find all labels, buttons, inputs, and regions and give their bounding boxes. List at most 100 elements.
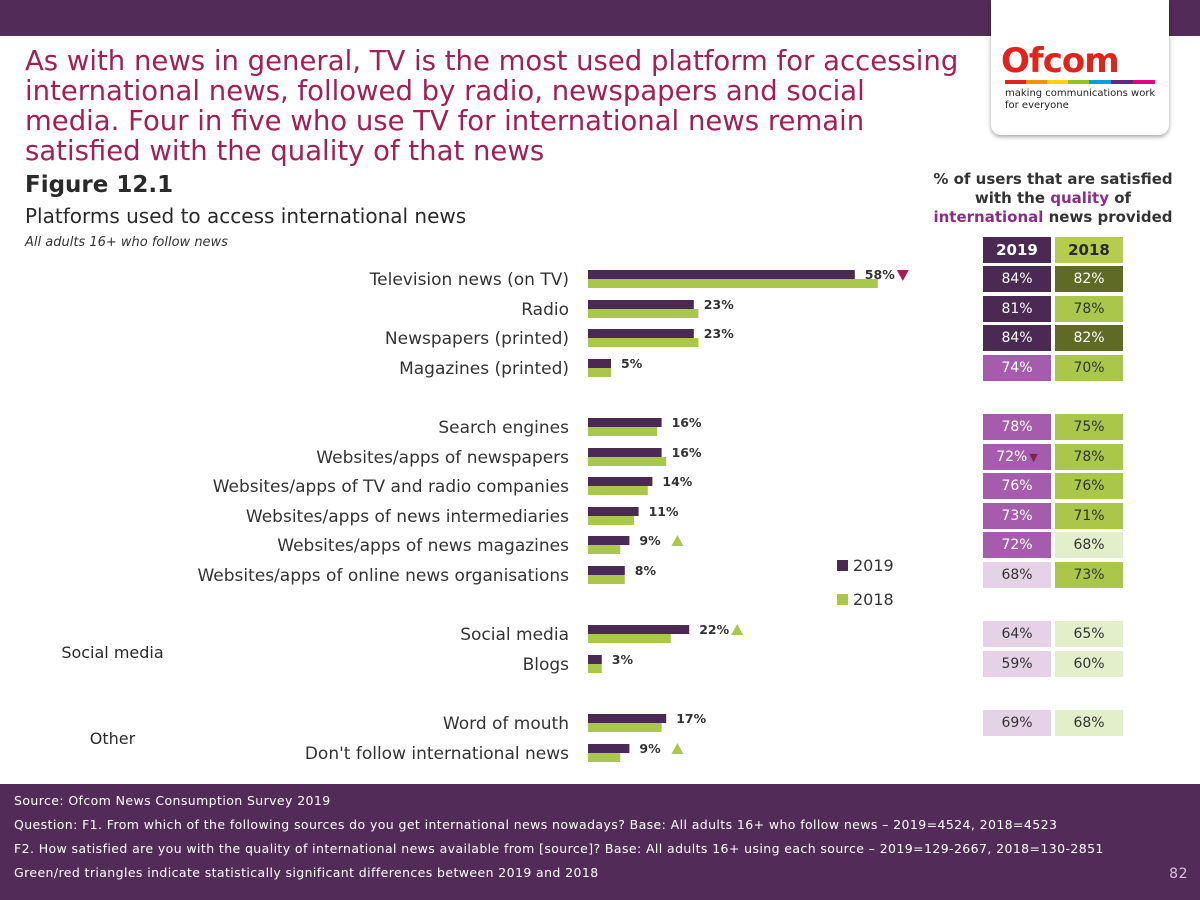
bar-2018 <box>588 309 699 318</box>
data-label-2019: 3% <box>612 652 634 667</box>
data-label-2019: 58% <box>865 267 895 282</box>
bar-2019 <box>588 625 690 634</box>
satisfaction-cell-2018: 73% <box>1055 562 1123 588</box>
data-label-2019: 16% <box>672 445 702 460</box>
platform-label: Blogs <box>523 655 570 675</box>
platform-label: Social media <box>460 625 569 645</box>
satisfaction-cell-2018: 82% <box>1055 325 1123 351</box>
satisfaction-cell-2018: 68% <box>1055 532 1123 558</box>
satisfaction-title-text: news provided <box>1043 208 1173 226</box>
category-websites-apps: Websites/apps <box>32 431 193 466</box>
bar-2019 <box>588 448 662 457</box>
footer-question: Question: F1. From which of the followin… <box>14 817 1058 832</box>
data-label-2019: 17% <box>676 711 706 726</box>
bar-2018 <box>588 368 611 377</box>
page-headline: As with news in general, TV is the most … <box>25 45 959 167</box>
significance-down-icon: ▼ <box>1029 451 1038 464</box>
footer-source: Source: Ofcom News Consumption Survey 20… <box>14 793 331 808</box>
category-traditional-media: Traditional media <box>32 287 193 322</box>
figure-base: All adults 16+ who follow news <box>25 235 228 250</box>
bar-2019 <box>588 744 630 753</box>
satisfaction-cell-2019: 78% <box>983 414 1051 440</box>
platform-label: Television news (on TV) <box>369 270 569 290</box>
satisfaction-cell-2018: 70% <box>1055 355 1123 381</box>
footer-note: Green/red triangles indicate statistical… <box>14 865 599 880</box>
bar-2019 <box>588 359 611 368</box>
platform-label: Word of mouth <box>443 714 569 734</box>
satisfaction-value: 78% <box>1001 419 1033 435</box>
satisfaction-cell-2019: 72% <box>983 532 1051 558</box>
bar-2018 <box>588 753 621 762</box>
satisfaction-cell-2019: 72% ▼ <box>983 444 1051 470</box>
satisfaction-header-2018: 2018 <box>1055 237 1123 263</box>
data-label-2019: 5% <box>621 356 643 371</box>
figure-subtitle: Platforms used to access international n… <box>25 204 467 228</box>
significance-up-icon <box>671 743 684 754</box>
satisfaction-cell-2019: 76% <box>983 473 1051 499</box>
category-other: Other <box>32 721 193 756</box>
logo-wordmark: Ofcom <box>1001 41 1120 81</box>
bar-2019 <box>588 418 662 427</box>
satisfaction-cell-2018: 71% <box>1055 503 1123 529</box>
satisfaction-value: 74% <box>1001 360 1033 376</box>
bar-2018 <box>588 516 634 525</box>
category-label: Other <box>89 729 136 748</box>
significance-up-icon <box>731 624 744 635</box>
satisfaction-cell-2018: 76% <box>1055 473 1123 499</box>
satisfaction-value: 72% <box>1001 537 1033 553</box>
logo-tagline-line-1: making communications work <box>1005 88 1156 99</box>
platform-label: Websites/apps of news intermediaries <box>246 507 569 527</box>
satisfaction-cell-2018: 78% <box>1055 296 1123 322</box>
satisfaction-cell-2018: 75% <box>1055 414 1123 440</box>
satisfaction-title: % of users that are satisfied with the q… <box>928 170 1178 227</box>
satisfaction-value: 73% <box>1001 508 1033 524</box>
logo-tagline: making communications work for everyone <box>1005 88 1155 112</box>
data-label-2019: 8% <box>635 563 657 578</box>
satisfaction-value: 72% <box>996 449 1028 465</box>
satisfaction-cell-2019: 68% <box>983 562 1051 588</box>
satisfaction-cell-2018: 78% <box>1055 444 1123 470</box>
satisfaction-title-text: of <box>1109 189 1132 207</box>
bar-2018 <box>588 486 648 495</box>
bar-2019 <box>588 477 653 486</box>
satisfaction-value: 69% <box>1001 715 1033 731</box>
satisfaction-title-highlight: quality <box>1050 189 1110 207</box>
bar-2019 <box>588 714 667 723</box>
satisfaction-cell-2019: 69% <box>983 710 1051 736</box>
category-social-media: Social media <box>32 635 193 670</box>
bar-2019 <box>588 536 630 545</box>
legend-label-2019: 2019 <box>853 556 894 575</box>
satisfaction-title-line-2: with the quality of <box>928 189 1178 208</box>
satisfaction-value: 81% <box>1001 301 1033 317</box>
logo-tagline-line-2: for everyone <box>1005 100 1069 111</box>
page-number: 82 <box>1169 866 1188 882</box>
satisfaction-value: 76% <box>1001 478 1033 494</box>
bar-2019 <box>588 507 639 516</box>
satisfaction-header-2019: 2019 <box>983 237 1051 263</box>
satisfaction-title-line-1: % of users that are satisfied <box>933 170 1173 188</box>
bar-2018 <box>588 279 878 288</box>
footer <box>0 784 1200 900</box>
platform-label: Websites/apps of TV and radio companies <box>213 477 569 497</box>
bar-2018 <box>588 575 625 584</box>
data-label-2019: 11% <box>649 504 679 519</box>
platform-label: Don't follow international news <box>305 744 569 764</box>
satisfaction-value: 64% <box>1001 626 1033 642</box>
logo-color-stripe <box>1005 80 1155 84</box>
category-label: Websites/apps <box>54 439 171 458</box>
footer-question-2: F2. How satisfied are you with the quali… <box>14 841 1104 856</box>
satisfaction-cell-2018: 65% <box>1055 621 1123 647</box>
platform-label: Newspapers (printed) <box>385 329 569 349</box>
satisfaction-value: 59% <box>1001 656 1033 672</box>
category-label: Social media <box>61 643 164 662</box>
data-label-2019: 22% <box>699 622 729 637</box>
bar-2018 <box>588 664 602 673</box>
satisfaction-cell-2018: 68% <box>1055 710 1123 736</box>
ofcom-logo: Ofcom making communications work for eve… <box>991 0 1169 135</box>
satisfaction-title-text: with the <box>974 189 1051 207</box>
data-label-2019: 14% <box>662 474 692 489</box>
platform-label: Magazines (printed) <box>399 359 569 379</box>
data-label-2019: 9% <box>639 533 661 548</box>
satisfaction-value: 84% <box>1001 330 1033 346</box>
